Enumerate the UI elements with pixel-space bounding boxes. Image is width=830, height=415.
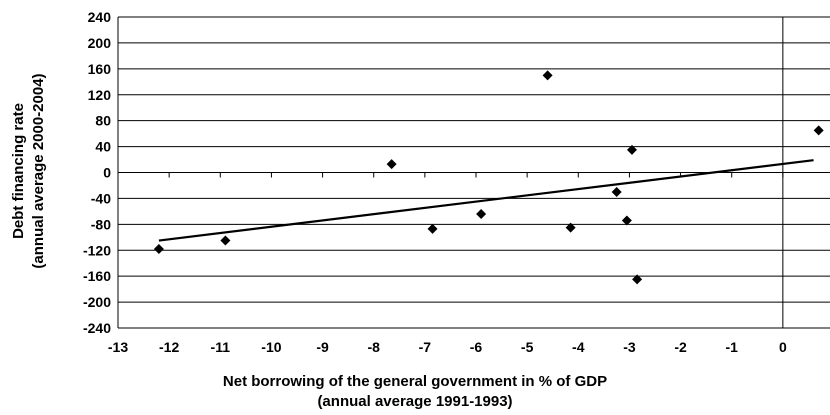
y-tick-label: 80 (95, 113, 111, 129)
y-axis-title-line-2: (annual average 2000-2004) (30, 73, 47, 268)
data-point (632, 274, 643, 285)
data-point (427, 223, 438, 234)
x-tick-label: 0 (779, 339, 787, 355)
x-tick-label: -11 (211, 339, 231, 355)
y-axis-ticks: 240 200 160 120 80 40 0 -40 -80 -120 -160 -200 -240 (83, 9, 111, 336)
x-tick-label: -9 (316, 339, 329, 355)
x-tick-label: -2 (674, 339, 687, 355)
data-point (220, 235, 231, 246)
y-tick-label: -240 (83, 320, 111, 336)
x-tick-label: -4 (572, 339, 585, 355)
x-tick-label: -5 (521, 339, 534, 355)
x-tick-label: -10 (261, 339, 281, 355)
x-axis-title-line-2: (annual average 1991-1993) (317, 393, 512, 410)
axes (117, 17, 784, 328)
data-point (813, 125, 824, 136)
data-point (476, 208, 487, 219)
y-tick-label: -120 (83, 242, 111, 258)
y-tick-label: -40 (91, 190, 111, 206)
x-axis-title-line-1: Net borrowing of the general government … (223, 373, 607, 390)
y-tick-label: 40 (95, 139, 111, 155)
y-tick-label: -160 (83, 268, 111, 284)
x-tick-label: -7 (419, 339, 432, 355)
x-tick-label: -3 (623, 339, 636, 355)
x-tick-label: -8 (367, 339, 380, 355)
data-point (565, 222, 576, 233)
data-point (153, 243, 164, 254)
x-tick-label: -6 (470, 339, 483, 355)
x-axis-ticks: -13-12-11-10-9-8-7-6-5-4-3-2-101 (108, 339, 787, 355)
x-tick-label: -13 (108, 339, 128, 355)
y-tick-label: -200 (83, 294, 111, 310)
trendline-group (158, 159, 814, 242)
y-axis-title-line-1: Debt financing rate (10, 103, 27, 239)
data-point (542, 70, 553, 81)
y-tick-label: 160 (88, 61, 112, 77)
gridlines (118, 16, 830, 329)
data-point (611, 186, 622, 197)
x-tick-label: -1 (725, 339, 738, 355)
y-tick-label: 240 (88, 9, 112, 25)
data-point (626, 144, 637, 155)
x-tick-label: -12 (159, 339, 179, 355)
data-point (386, 159, 397, 170)
trendline (158, 159, 814, 242)
y-tick-label: 0 (103, 165, 111, 181)
y-tick-label: -80 (91, 216, 111, 232)
data-point (621, 215, 632, 226)
y-tick-label: 200 (88, 35, 112, 51)
y-tick-label: 120 (88, 87, 112, 103)
data-points (153, 70, 824, 285)
